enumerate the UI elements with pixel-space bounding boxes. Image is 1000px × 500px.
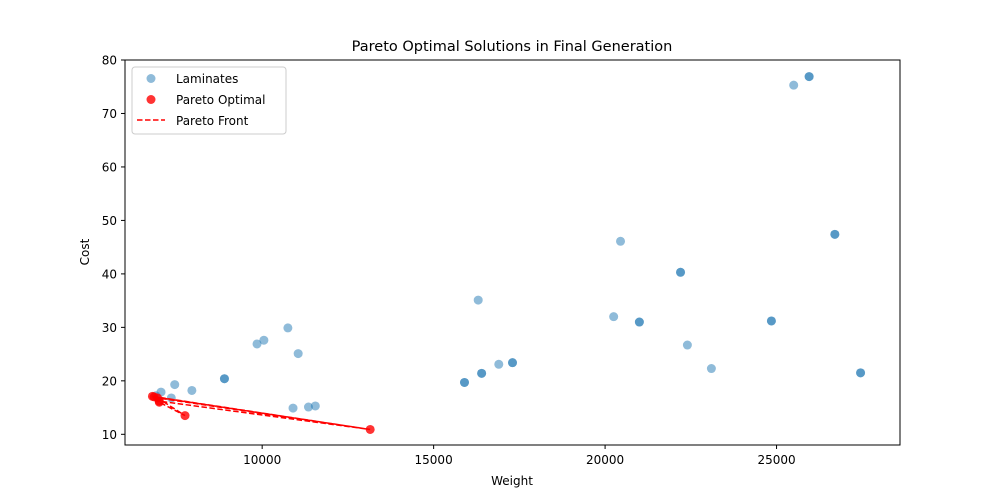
y-tick-label: 50	[102, 214, 117, 228]
laminate-point	[676, 267, 686, 277]
x-axis-ticks: 10000 15000 20000 25000	[243, 445, 796, 467]
legend-pareto-front-label: Pareto Front	[176, 114, 249, 128]
legend-pareto-optimal-marker	[146, 95, 156, 104]
laminate-point	[706, 364, 716, 374]
laminate-point	[170, 380, 180, 390]
laminate-point	[616, 236, 626, 246]
laminate-point	[856, 368, 866, 378]
laminate-point	[609, 312, 619, 322]
laminate-point	[293, 349, 303, 359]
laminate-point	[804, 72, 814, 82]
laminate-point	[288, 403, 298, 413]
legend-pareto-optimal-label: Pareto Optimal	[176, 93, 265, 107]
laminate-point	[477, 368, 487, 378]
laminate-point	[494, 359, 504, 369]
y-tick-label: 60	[102, 160, 117, 174]
y-tick-label: 10	[102, 428, 117, 442]
laminate-point	[789, 80, 799, 90]
y-tick-label: 80	[102, 54, 117, 68]
laminate-point	[682, 340, 692, 350]
laminate-point	[766, 316, 776, 326]
laminate-point	[310, 401, 320, 411]
y-tick-label: 20	[102, 374, 117, 388]
pareto-front-line	[151, 395, 371, 431]
laminate-point	[473, 295, 483, 305]
laminate-point	[459, 377, 469, 387]
x-tick-label: 15000	[415, 453, 453, 467]
laminate-point	[252, 339, 262, 349]
y-axis-ticks: 10 20 30 40 50 60 70 80	[102, 54, 125, 442]
plot-frame	[124, 59, 901, 446]
legend-laminates-marker	[146, 74, 156, 83]
x-tick-label: 20000	[586, 453, 624, 467]
legend-box	[131, 66, 287, 135]
y-tick-label: 40	[102, 267, 117, 281]
laminate-point	[634, 317, 644, 327]
laminate-point	[830, 229, 840, 239]
y-axis-label: Cost	[78, 238, 92, 265]
x-axis-label: Weight	[491, 474, 533, 488]
laminate-point	[219, 374, 229, 384]
laminate-point	[283, 323, 293, 333]
y-tick-label: 70	[102, 107, 117, 121]
legend-laminates-label: Laminates	[176, 72, 238, 86]
laminate-point	[303, 402, 313, 412]
plot-marks	[147, 72, 866, 434]
legend: Laminates Pareto Optimal Pareto Front	[131, 66, 287, 135]
x-tick-label: 10000	[243, 453, 281, 467]
x-tick-label: 25000	[757, 453, 795, 467]
laminate-point	[508, 358, 517, 368]
y-tick-label: 30	[102, 321, 117, 335]
chart-title: Pareto Optimal Solutions in Final Genera…	[352, 39, 673, 55]
laminate-point	[187, 385, 197, 395]
laminate-point	[259, 335, 269, 345]
